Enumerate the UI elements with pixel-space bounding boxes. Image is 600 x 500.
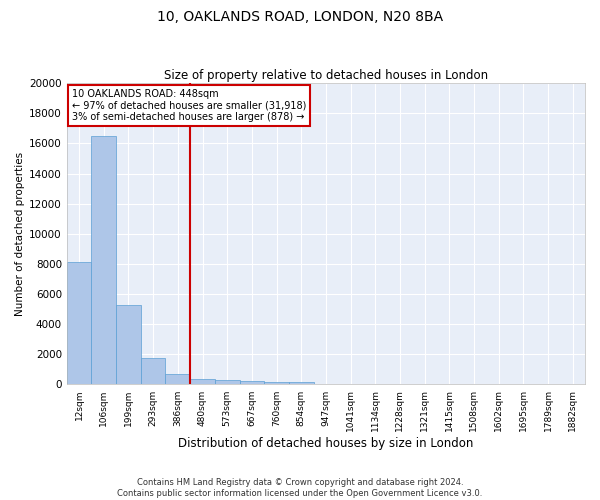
Bar [91, 136, 116, 384]
Bar [289, 382, 314, 384]
Bar [166, 374, 190, 384]
Bar [141, 358, 166, 384]
Title: Size of property relative to detached houses in London: Size of property relative to detached ho… [164, 69, 488, 82]
Bar [67, 262, 91, 384]
Text: 10, OAKLANDS ROAD, LONDON, N20 8BA: 10, OAKLANDS ROAD, LONDON, N20 8BA [157, 10, 443, 24]
Bar [239, 382, 264, 384]
Text: Contains HM Land Registry data © Crown copyright and database right 2024.
Contai: Contains HM Land Registry data © Crown c… [118, 478, 482, 498]
Bar [190, 379, 215, 384]
Text: 10 OAKLANDS ROAD: 448sqm
← 97% of detached houses are smaller (31,918)
3% of sem: 10 OAKLANDS ROAD: 448sqm ← 97% of detach… [72, 89, 307, 122]
X-axis label: Distribution of detached houses by size in London: Distribution of detached houses by size … [178, 437, 473, 450]
Bar [215, 380, 239, 384]
Bar [264, 382, 289, 384]
Y-axis label: Number of detached properties: Number of detached properties [15, 152, 25, 316]
Bar [116, 304, 141, 384]
